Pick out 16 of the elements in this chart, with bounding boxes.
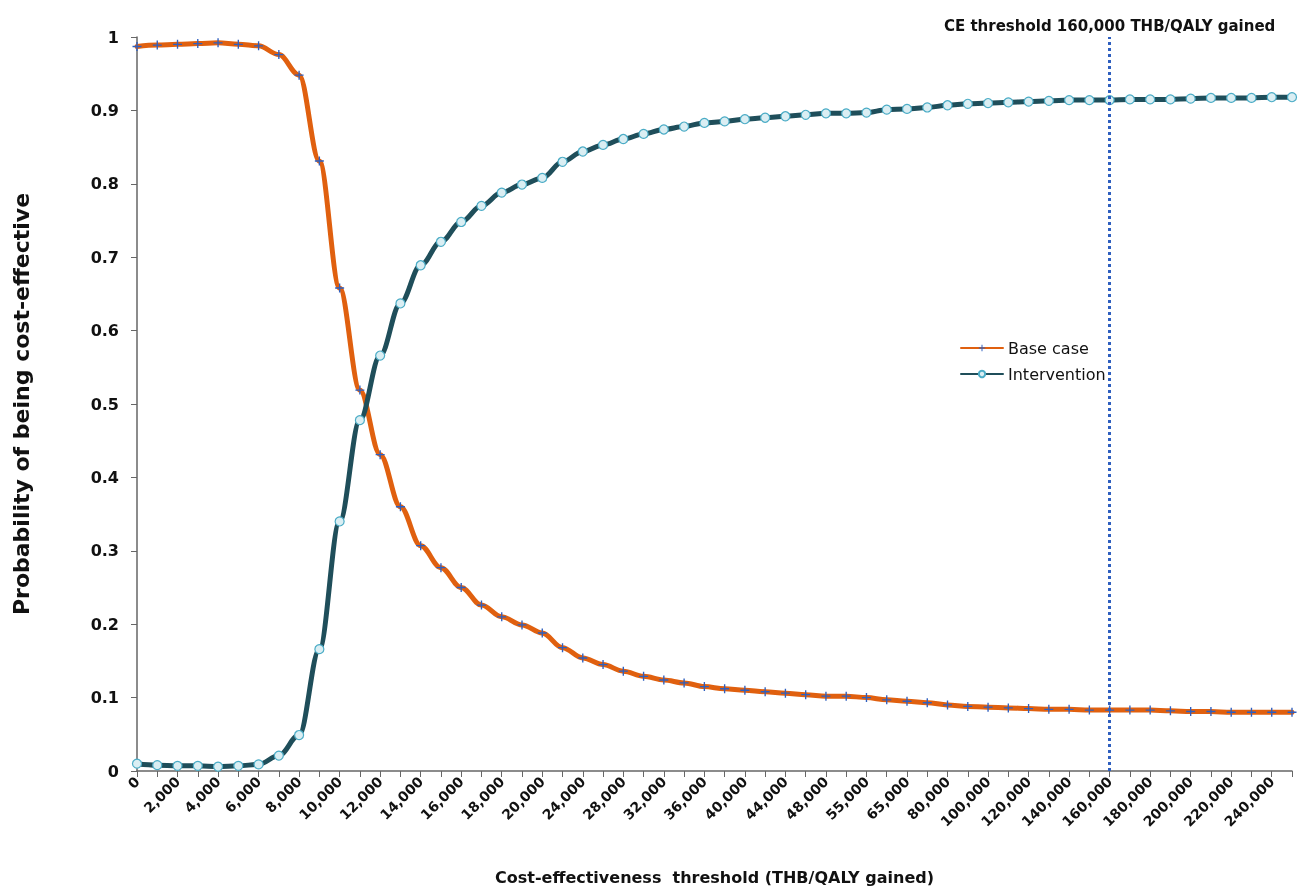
legend-label: Base case xyxy=(1008,338,1089,358)
y-tick-label: 0.6 xyxy=(90,321,119,341)
y-tick-label: 0.7 xyxy=(90,247,119,267)
y-tick-label: 0.4 xyxy=(90,467,119,487)
y-tick-label: 0.9 xyxy=(90,100,119,120)
legend-label: Intervention xyxy=(1008,364,1106,384)
y-tick-label: 0.8 xyxy=(90,174,119,194)
y-tick-label: 0.5 xyxy=(90,394,119,414)
y-tick-label: 1 xyxy=(107,27,119,47)
x-tick-label: 0 xyxy=(124,773,143,792)
y-tick-label: 0.1 xyxy=(90,688,119,708)
y-axis-title: Probability of being cost-effective xyxy=(8,192,34,616)
x-axis-title: Cost-effectiveness threshold (THB/QALY gained) xyxy=(495,867,934,887)
y-tick-label: 0.3 xyxy=(90,541,119,561)
y-tick-label: 0.2 xyxy=(90,614,119,634)
ref-line-label: CE threshold 160,000 THB/QALY gained xyxy=(943,16,1276,35)
